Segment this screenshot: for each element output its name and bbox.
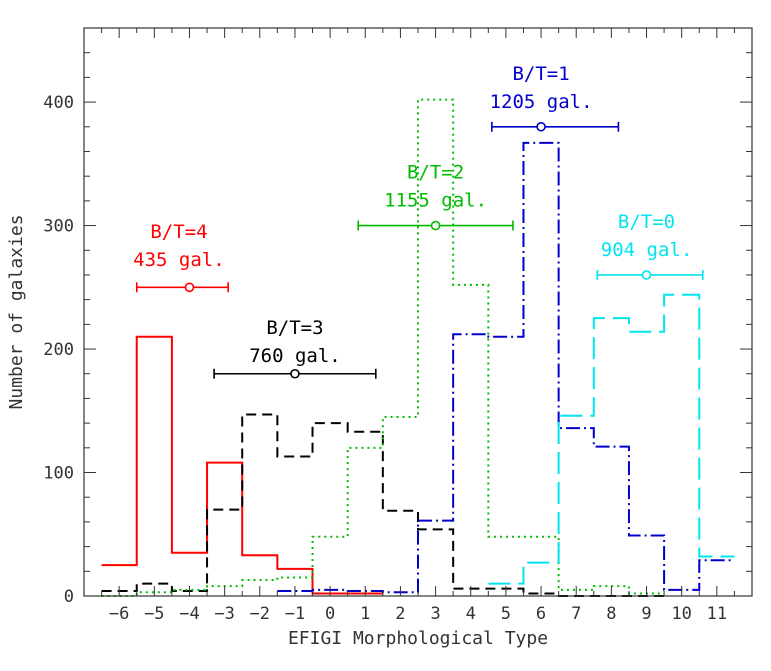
- series-b-t-4: [101, 335, 383, 595]
- x-tick-label: 7: [571, 604, 581, 624]
- x-tick-label: −4: [179, 604, 199, 624]
- series-b-t-3: [101, 413, 665, 597]
- x-tick-label: 1: [360, 604, 370, 624]
- y-tick-label: 300: [43, 217, 74, 237]
- x-tick-label: 9: [641, 604, 651, 624]
- x-tick-label: 0: [325, 604, 335, 624]
- tick-layer: [83, 27, 753, 597]
- series-name-label: B/T=4: [150, 221, 207, 243]
- x-tick-label: −5: [144, 604, 164, 624]
- median-marker: [213, 368, 377, 379]
- median-marker: [491, 121, 620, 132]
- x-tick-label: 4: [466, 604, 476, 624]
- x-tick-label: −6: [109, 604, 129, 624]
- series-count-label: 1155 gal.: [384, 190, 487, 212]
- series-step-line: [101, 98, 665, 597]
- series-count-label: 904 gal.: [601, 239, 693, 261]
- series-layer: [101, 98, 735, 597]
- series-name-label: B/T=3: [266, 317, 323, 339]
- x-tick-label: 5: [501, 604, 511, 624]
- series-name-label: B/T=2: [407, 162, 464, 184]
- x-tick-label: 6: [536, 604, 546, 624]
- y-tick-label: 200: [43, 340, 74, 360]
- tick-label-layer: −6 −5 −4 −3 −2 −1 0 1 2 3 4 5 6 7 8 9 10 11 0 100 200 300 400: [43, 93, 727, 624]
- series-name-label: B/T=0: [618, 211, 675, 233]
- median-marker: [135, 282, 229, 293]
- x-tick-label: −3: [214, 604, 234, 624]
- x-tick-label: −2: [250, 604, 270, 624]
- y-tick-label: 100: [43, 464, 74, 484]
- x-tick-label: −1: [285, 604, 305, 624]
- series-b-t-0: [488, 293, 735, 585]
- median-marker: [596, 269, 704, 280]
- x-tick-label: 2: [395, 604, 405, 624]
- y-tick-label: 400: [43, 93, 74, 113]
- y-axis-title: Number of galaxies: [6, 214, 27, 409]
- series-step-line: [488, 293, 735, 585]
- median-point: [184, 282, 195, 293]
- series-step-line: [277, 141, 735, 594]
- median-marker: [357, 220, 514, 231]
- series-count-label: 1205 gal.: [490, 91, 593, 113]
- median-point: [430, 220, 441, 231]
- series-b-t-1: [277, 141, 735, 594]
- x-tick-label: 10: [671, 604, 691, 624]
- median-point: [641, 270, 652, 280]
- series-b-t-2: [101, 98, 665, 597]
- marker-layer: [135, 121, 704, 379]
- y-tick-label: 0: [64, 587, 74, 607]
- x-tick-label: 8: [606, 604, 616, 624]
- x-tick-label: 11: [707, 604, 727, 624]
- series-name-label: B/T=1: [512, 63, 569, 85]
- series-step-line: [101, 335, 383, 595]
- median-point: [290, 368, 300, 379]
- median-point: [536, 121, 546, 132]
- series-count-label: 760 gal.: [249, 345, 341, 367]
- x-axis-title: EFIGI Morphological Type: [288, 628, 548, 649]
- series-step-line: [101, 413, 665, 597]
- series-count-label: 435 gal.: [133, 249, 225, 271]
- x-tick-label: 3: [430, 604, 440, 624]
- annotation-layer: B/T=4 435 gal. B/T=3 760 gal. B/T=2 1155 gal.…: [133, 63, 692, 367]
